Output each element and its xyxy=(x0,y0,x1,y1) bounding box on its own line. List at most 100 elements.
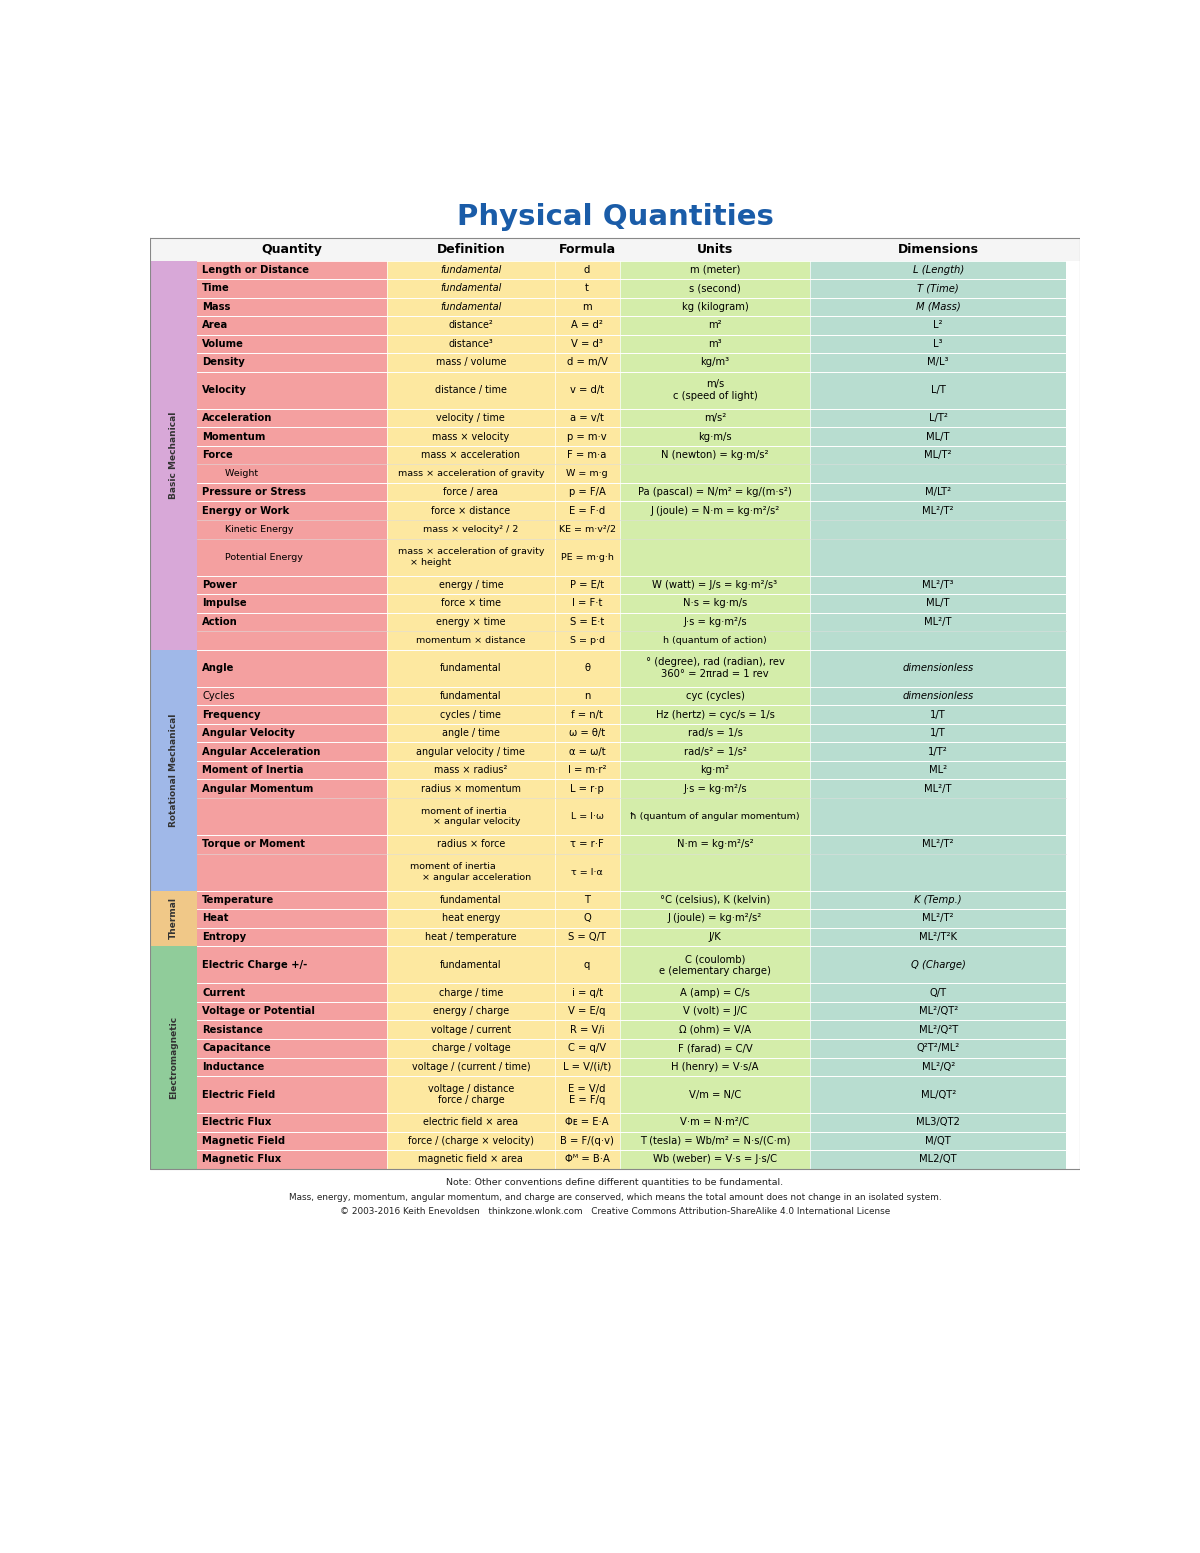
Text: electric field × area: electric field × area xyxy=(424,1117,518,1127)
Text: S = E·t: S = E·t xyxy=(570,617,605,627)
Text: p = m·v: p = m·v xyxy=(568,432,607,441)
Text: P = E/t: P = E/t xyxy=(570,579,604,590)
Text: L = V/(i/t): L = V/(i/t) xyxy=(563,1062,611,1072)
Text: ° (degree), rad (radian), rev
360° = 2πrad = 1 rev: ° (degree), rad (radian), rev 360° = 2πr… xyxy=(646,657,785,679)
Text: moment of inertia
    × angular acceleration: moment of inertia × angular acceleration xyxy=(410,862,532,882)
Text: Area: Area xyxy=(202,320,228,331)
Bar xyxy=(810,427,1066,446)
Text: Thermal: Thermal xyxy=(169,898,178,940)
Text: ML3/QT2: ML3/QT2 xyxy=(917,1117,960,1127)
Text: Power: Power xyxy=(202,579,238,590)
Bar xyxy=(619,353,810,371)
Text: ML²: ML² xyxy=(929,766,947,775)
Text: °C (celsius), K (kelvin): °C (celsius), K (kelvin) xyxy=(660,895,770,905)
Bar xyxy=(810,1039,1066,1058)
Text: M (Mass): M (Mass) xyxy=(916,301,960,312)
Text: mass × acceleration: mass × acceleration xyxy=(421,450,521,460)
Bar xyxy=(810,408,1066,427)
Bar xyxy=(388,502,554,576)
Bar xyxy=(197,427,388,446)
Text: ω = θ/t: ω = θ/t xyxy=(569,728,605,738)
Text: V = d³: V = d³ xyxy=(571,339,604,349)
Bar xyxy=(810,483,1066,502)
Text: Length or Distance: Length or Distance xyxy=(202,264,310,275)
Text: F = m·a: F = m·a xyxy=(568,450,607,460)
Bar xyxy=(388,595,554,613)
Bar xyxy=(388,1151,554,1169)
Bar xyxy=(197,576,388,595)
Bar xyxy=(388,761,554,780)
Text: velocity / time: velocity / time xyxy=(437,413,505,422)
Bar xyxy=(554,1002,619,1020)
Text: T (Time): T (Time) xyxy=(917,283,959,294)
Bar xyxy=(554,595,619,613)
Text: A (amp) = C/s: A (amp) = C/s xyxy=(680,988,750,997)
Text: L (Length): L (Length) xyxy=(912,264,964,275)
Text: h (quantum of action): h (quantum of action) xyxy=(664,637,767,644)
Text: α = ω/t: α = ω/t xyxy=(569,747,606,756)
Text: Ω (ohm) = V/A: Ω (ohm) = V/A xyxy=(679,1025,751,1034)
Bar xyxy=(388,1058,554,1076)
Text: K (Temp.): K (Temp.) xyxy=(914,895,962,905)
Text: fundamental: fundamental xyxy=(440,283,502,294)
Bar xyxy=(197,1039,388,1058)
Text: E = F·d: E = F·d xyxy=(569,506,605,516)
Text: Rotational Mechanical: Rotational Mechanical xyxy=(169,713,178,826)
Bar xyxy=(388,576,554,595)
Bar xyxy=(619,613,810,649)
Text: ML²/T²: ML²/T² xyxy=(923,913,954,924)
Text: voltage / distance
force / charge: voltage / distance force / charge xyxy=(427,1084,514,1106)
Text: © 2003-2016 Keith Enevoldsen   thinkzone.wlonk.com   Creative Commons Attributio: © 2003-2016 Keith Enevoldsen thinkzone.w… xyxy=(340,1207,890,1216)
Text: Time: Time xyxy=(202,283,230,294)
Text: M/LT²: M/LT² xyxy=(925,488,952,497)
Bar xyxy=(388,780,554,836)
Text: PE = m·g·h: PE = m·g·h xyxy=(560,553,613,562)
Bar xyxy=(197,446,388,483)
Bar xyxy=(554,1058,619,1076)
Text: angle / time: angle / time xyxy=(442,728,499,738)
Text: s (second): s (second) xyxy=(689,283,740,294)
Bar xyxy=(197,891,388,909)
Text: Impulse: Impulse xyxy=(202,598,247,609)
Bar xyxy=(619,1039,810,1058)
Bar xyxy=(554,761,619,780)
Text: m³: m³ xyxy=(708,339,721,349)
Text: Angular Velocity: Angular Velocity xyxy=(202,728,295,738)
Text: Definition: Definition xyxy=(437,242,505,256)
Bar xyxy=(619,1020,810,1039)
Text: energy / charge: energy / charge xyxy=(433,1006,509,1016)
Text: B = F/(q·v): B = F/(q·v) xyxy=(560,1135,614,1146)
Bar xyxy=(388,353,554,371)
Bar xyxy=(554,427,619,446)
Bar xyxy=(197,705,388,724)
Text: L/T²: L/T² xyxy=(929,413,948,422)
Bar xyxy=(554,613,619,649)
Text: charge / time: charge / time xyxy=(439,988,503,997)
Text: radius × force: radius × force xyxy=(437,839,505,849)
Text: J (joule) = N·m = kg·m²/s²: J (joule) = N·m = kg·m²/s² xyxy=(650,506,780,516)
Bar xyxy=(197,983,388,1002)
Bar xyxy=(554,686,619,705)
Text: S = p·d: S = p·d xyxy=(570,637,605,644)
Bar xyxy=(810,1151,1066,1169)
Text: θ: θ xyxy=(584,663,590,674)
Bar xyxy=(197,1151,388,1169)
Text: Weight: Weight xyxy=(214,469,258,478)
Text: Velocity: Velocity xyxy=(202,385,247,396)
Text: m/s²: m/s² xyxy=(704,413,726,422)
Text: ML/QT²: ML/QT² xyxy=(920,1090,955,1100)
Text: V (volt) = J/C: V (volt) = J/C xyxy=(683,1006,748,1016)
Bar xyxy=(619,1076,810,1114)
Text: 1/T: 1/T xyxy=(930,728,946,738)
Text: W (watt) = J/s = kg·m²/s³: W (watt) = J/s = kg·m²/s³ xyxy=(653,579,778,590)
Bar xyxy=(197,280,388,298)
Bar xyxy=(810,1058,1066,1076)
Text: energy × time: energy × time xyxy=(436,617,505,627)
Bar xyxy=(619,705,810,724)
Text: Pa (pascal) = N/m² = kg/(m·s²): Pa (pascal) = N/m² = kg/(m·s²) xyxy=(638,488,792,497)
Text: Basic Mechanical: Basic Mechanical xyxy=(169,412,178,499)
Text: L = r·p: L = r·p xyxy=(570,784,604,794)
Bar xyxy=(388,983,554,1002)
Bar xyxy=(619,483,810,502)
Text: L = I·ω: L = I·ω xyxy=(571,812,604,822)
